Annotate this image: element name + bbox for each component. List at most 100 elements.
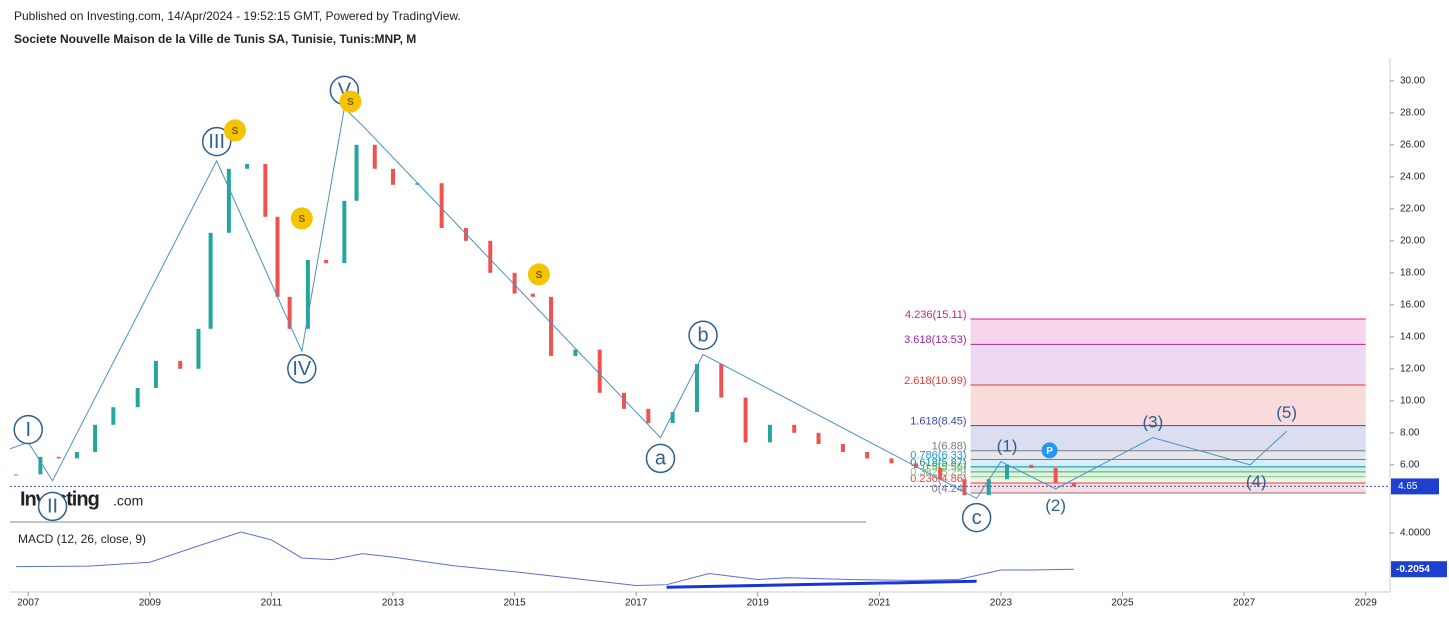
candle (74, 452, 79, 459)
x-tick-label: 2025 (1111, 598, 1134, 609)
fib-label: 0.618(5.87) (910, 457, 966, 469)
candle (245, 164, 250, 169)
candle (415, 183, 420, 185)
projection-label: (3) (1143, 413, 1164, 432)
fib-label: 3.618(13.53) (904, 334, 966, 346)
candle (816, 432, 821, 444)
candle (622, 392, 627, 409)
marker-label: S (232, 126, 239, 137)
candle (646, 408, 651, 424)
candle (549, 296, 554, 356)
y-tick-label: 22.00 (1400, 203, 1425, 214)
macd-last-box (1391, 561, 1447, 578)
fib-band (970, 483, 1366, 493)
last-price-label: 4.65 (1398, 481, 1418, 492)
candle (913, 463, 918, 468)
y-tick-label: 10.00 (1400, 395, 1425, 406)
marker (527, 263, 550, 286)
wave-circle (37, 491, 68, 522)
candle (263, 164, 268, 217)
projection-label: (5) (1276, 403, 1297, 422)
macd-title: MACD (12, 26, close, 9) (18, 532, 146, 546)
published: Published on Investing.com, 14/Apr/2024 … (14, 9, 461, 23)
candle (670, 412, 675, 424)
fib-band (970, 459, 1366, 467)
candle (840, 444, 845, 452)
wave-circle (688, 320, 718, 350)
marker (223, 119, 246, 142)
x-tick-label: 2011 (261, 598, 283, 609)
wave-circle (287, 354, 317, 384)
fib-label: 1.618(8.45) (910, 416, 966, 428)
macd-line (16, 531, 1074, 587)
fib-band (970, 425, 1366, 451)
x-tick-label: 2017 (625, 598, 648, 609)
last-price-box (1391, 478, 1439, 495)
marker-label: S (347, 97, 354, 108)
wave-circle (201, 126, 232, 157)
fib-band (970, 471, 1366, 477)
x-tick-label: 2009 (139, 598, 162, 609)
candle (743, 397, 748, 443)
candle (196, 328, 201, 369)
fib-label: 0.786(6.33) (910, 449, 966, 461)
y-tick-label: 30.00 (1400, 75, 1425, 86)
y-tick-label: 8.00 (1400, 427, 1420, 438)
candle (372, 144, 377, 169)
y-tick-label: 14.00 (1400, 331, 1425, 342)
candle (275, 216, 280, 297)
marker (339, 90, 362, 113)
candle (390, 168, 395, 185)
x-tick-label: 2015 (503, 598, 526, 609)
symbol: Societe Nouvelle Maison de la Ville de T… (14, 32, 416, 46)
y-tick-label: 28.00 (1400, 107, 1425, 118)
fib-band (970, 384, 1366, 426)
y-tick-label: 20.00 (1400, 235, 1425, 246)
wave-path (9, 106, 1287, 500)
candle (1005, 464, 1010, 480)
candle (865, 452, 870, 459)
logo-suffix: .com (113, 493, 143, 509)
candle (305, 260, 310, 329)
candle (111, 407, 116, 425)
candle (694, 364, 699, 412)
wave-label: III (208, 131, 225, 153)
wave-label: c (972, 507, 982, 529)
candle (226, 168, 231, 233)
candle (1053, 468, 1058, 483)
candle (986, 479, 991, 496)
candle (1071, 482, 1076, 487)
candle (1029, 464, 1034, 468)
projection-label: (2) (1045, 496, 1066, 515)
fib-band (970, 450, 1366, 460)
x-tick-label: 2029 (1355, 598, 1378, 609)
candle (767, 424, 772, 443)
wave-circle (13, 414, 43, 445)
candle (354, 144, 359, 201)
x-tick-label: 2023 (990, 598, 1013, 609)
candle (342, 200, 347, 264)
candle (597, 349, 602, 393)
candle (38, 456, 43, 475)
y-tick-label: 4.0000 (1400, 528, 1431, 539)
fib-band (970, 466, 1366, 472)
x-tick-label: 2007 (17, 598, 40, 609)
y-tick-label: 26.00 (1400, 139, 1425, 150)
macd-trend (666, 579, 977, 589)
wave-circle (645, 443, 676, 474)
candle (439, 183, 444, 228)
candle (512, 272, 517, 294)
candle (573, 349, 578, 356)
candle (287, 296, 292, 329)
wave-label: II (47, 496, 58, 518)
fib-label: 1(6.88) (932, 441, 967, 453)
projection-label: (1) (997, 437, 1018, 456)
macd-last-label: -0.2054 (1396, 564, 1430, 575)
marker-label: P (1046, 446, 1053, 457)
projection-label: (4) (1246, 472, 1267, 491)
candle (14, 474, 19, 476)
fib-label: 2.618(10.99) (904, 375, 966, 387)
x-tick-label: 2027 (1233, 598, 1256, 609)
